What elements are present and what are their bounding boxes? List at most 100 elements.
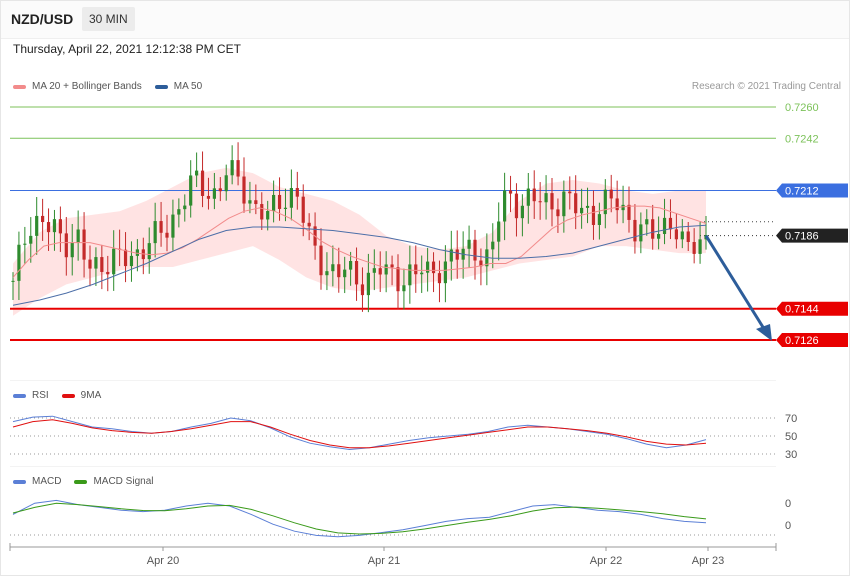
legend-rsi: RSI	[13, 390, 49, 401]
legend-swatch	[74, 479, 88, 484]
candle-body	[218, 188, 222, 192]
candle-body	[443, 261, 447, 284]
candle-body	[266, 211, 270, 220]
rsi-tick-label: 50	[785, 431, 797, 443]
candle-body	[64, 233, 68, 258]
candle-body	[70, 242, 74, 258]
datetime-label: Thursday, April 22, 2021 12:12:38 PM CET	[13, 42, 241, 56]
legend-macd: MACD	[13, 476, 61, 487]
rsi-tick-label: 70	[785, 413, 797, 425]
candle-body	[165, 232, 169, 238]
candle-body	[402, 285, 406, 292]
candle-body	[384, 264, 388, 275]
candle-body	[645, 219, 649, 225]
candle-body	[123, 249, 128, 267]
candle-body	[526, 188, 530, 206]
candle-body	[301, 196, 305, 223]
legend-label: 9MA	[80, 390, 102, 401]
level-label-0.7186: 0.7186	[785, 231, 819, 243]
candle-body	[195, 170, 199, 176]
level-tag-0.7126	[776, 333, 848, 347]
candle-body	[680, 231, 684, 240]
candle-body	[562, 191, 566, 217]
candle-body	[692, 242, 696, 254]
candle-body	[657, 234, 661, 239]
candle-body	[651, 219, 655, 239]
legend-label: MACD	[32, 476, 62, 487]
candle-body	[354, 260, 359, 285]
candle-body	[437, 273, 442, 284]
candle-body	[88, 259, 92, 269]
candle-body	[662, 217, 667, 235]
candle-body	[639, 224, 643, 242]
forecast-arrow	[704, 234, 768, 333]
candle-body	[396, 267, 400, 292]
candle-body	[580, 207, 584, 214]
candle-body	[698, 239, 702, 254]
candle-body	[106, 271, 110, 275]
candle-body	[177, 209, 181, 215]
candle-body	[674, 229, 678, 240]
candle-body	[100, 257, 104, 272]
candle-body	[307, 222, 311, 227]
candle-body	[46, 222, 51, 233]
candle-body	[135, 249, 139, 256]
x-tick-label: Apr 20	[147, 555, 179, 567]
candle-body	[283, 207, 288, 209]
candle-body	[224, 175, 228, 192]
macd-line	[12, 499, 707, 538]
candle-body	[230, 160, 234, 176]
candle-body	[349, 260, 353, 270]
candle-body	[431, 261, 436, 274]
candle-body	[325, 271, 329, 276]
candle-body	[52, 219, 57, 233]
level-tag-0.7212	[776, 183, 848, 198]
candle-body	[212, 188, 216, 199]
candle-body	[426, 261, 430, 273]
candle-body	[408, 264, 412, 286]
rsi-tick-label: 30	[785, 449, 797, 461]
legend-ma50: MA 50	[154, 81, 202, 92]
x-tick-label: Apr 23	[692, 555, 724, 567]
candle-body	[390, 264, 394, 268]
candle-body	[514, 193, 519, 219]
candle-body	[609, 189, 613, 199]
candle-body	[189, 175, 193, 206]
x-tick-label: Apr 22	[590, 555, 622, 567]
candle-body	[473, 239, 477, 261]
candle-body	[574, 193, 578, 214]
candle-body	[633, 219, 637, 242]
credit-text: Research © 2021 Trading Central	[691, 81, 841, 92]
candle-body	[449, 249, 453, 262]
level-label-0.7212: 0.7212	[785, 185, 819, 197]
candle-body	[183, 205, 187, 210]
candle-body	[153, 221, 157, 244]
timeframe-badge[interactable]: 30 MIN	[82, 7, 135, 31]
candle-body	[532, 188, 536, 202]
candle-body	[41, 215, 45, 223]
level-label-0.7260: 0.7260	[785, 102, 819, 114]
candle-body	[319, 245, 323, 276]
candle-body	[337, 264, 341, 278]
symbol-title: NZD/USD	[11, 11, 74, 27]
candle-body	[58, 219, 62, 234]
candle-body	[467, 239, 471, 249]
candle-body	[112, 248, 116, 275]
legend-swatch	[13, 84, 26, 89]
candle-body	[568, 191, 572, 194]
candle-body	[503, 190, 507, 222]
candle-body	[236, 160, 240, 177]
candle-body	[550, 193, 554, 210]
candle-body	[360, 284, 365, 296]
candle-body	[372, 268, 376, 273]
candle-body	[242, 176, 246, 204]
macd-tick-label: 0	[785, 498, 791, 510]
candle-body	[538, 201, 542, 203]
candle-body	[23, 243, 27, 245]
candle-body	[603, 189, 607, 215]
candle-body	[627, 204, 631, 220]
candle-body	[171, 214, 175, 238]
candle-body	[82, 229, 86, 260]
level-label-0.7242: 0.7242	[785, 133, 819, 145]
